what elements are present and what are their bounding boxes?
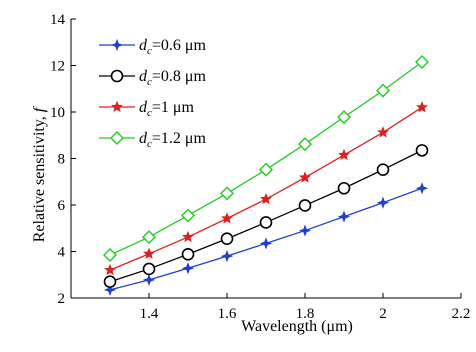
legend-entry: dc=0.8 μm [99,68,206,88]
legend-label-subscript: c [147,107,152,119]
x-axis-title: Wavelength (μm) [241,318,353,335]
data-point-star [259,237,273,250]
data-point-star [415,182,429,195]
legend-label-subscript: c [147,45,152,57]
legend-label-subscript: c [147,76,152,88]
legend-label-symbol: d [139,130,148,147]
series-layer [103,55,429,297]
x-tick-label: 1.4 [140,306,159,322]
data-point-diamond [298,137,312,152]
y-axis: 2 4 6 8 10 12 14 [50,12,76,307]
data-point-star [260,192,272,205]
data-point-diamond [220,186,234,201]
data-point-star [337,210,351,223]
data-point-star [299,171,311,183]
legend-entry: dc=1 μm [99,99,194,119]
x-axis: 1.4 1.6 1.8 2 2.2 [140,293,471,322]
data-point-circle [220,232,234,246]
legend-label: dc=0.6 μm [139,37,206,57]
legend-label: dc=0.8 μm [139,68,206,88]
data-point-star [104,263,116,276]
data-point-star [298,224,312,237]
data-point-star [110,38,124,52]
y-axis-title: Relative sensitivity, f [31,105,48,242]
data-point-diamond [110,131,124,145]
data-point-diamond [337,110,351,125]
data-point-diamond [415,55,429,70]
legend-entry: dc=0.6 μm [99,37,206,57]
data-point-star [143,247,155,259]
legend-label-symbol: d [139,68,148,85]
y-tick-label: 4 [58,245,66,261]
data-point-circle [337,181,351,195]
data-point-star [182,230,194,243]
data-point-diamond [376,83,390,98]
y-tick-label: 12 [50,59,65,75]
x-tick-label: 2.2 [452,306,471,322]
data-point-circle [259,216,273,229]
plot-frame [70,19,461,299]
data-point-circle [415,144,429,157]
legend-label-subscript: c [147,138,152,150]
legend-label-value: =0.8 μm [152,68,207,85]
y-tick-label: 14 [50,12,66,28]
x-tick-label: 1.6 [218,306,237,322]
y-tick-label: 6 [58,198,66,214]
data-point-diamond [142,230,156,245]
data-point-diamond [181,208,195,223]
data-point-circle [103,275,117,289]
y-tick-label: 10 [50,105,65,121]
data-point-star [111,100,123,113]
data-point-star [142,273,156,287]
data-point-diamond [259,162,273,177]
y-axis-title-symbol: f [31,105,48,112]
legend-label-value: =1.2 μm [152,130,207,147]
data-point-star [221,212,233,224]
x-tick-label: 1.8 [296,306,315,322]
data-point-star [416,101,428,113]
legend-label-value: =1 μm [152,99,195,116]
data-point-circle [298,199,312,212]
data-point-circle [376,163,390,176]
legend-label: dc=1.2 μm [139,130,206,150]
legend-label: dc=1 μm [139,99,194,119]
y-tick-label: 2 [58,291,66,307]
data-point-star [220,249,234,263]
y-tick-label: 8 [58,152,66,168]
series-2 [103,144,429,289]
data-point-circle [181,247,195,261]
series-3 [104,101,428,276]
data-point-star [376,196,390,209]
series-4 [103,55,429,262]
data-point-star [338,148,350,161]
y-axis-title-text: Relative sensitivity, [31,112,48,242]
data-point-circle [142,262,156,276]
x-tick-label: 2 [379,306,387,322]
legend-label-symbol: d [139,37,148,54]
legend-entry: dc=1.2 μm [99,130,206,150]
data-point-circle [110,69,124,83]
data-point-star [181,262,195,275]
legend-label-symbol: d [139,99,148,116]
data-point-star [377,126,389,138]
data-point-diamond [103,247,117,262]
legend-label-value: =0.6 μm [152,37,207,54]
series-1 [103,182,429,297]
